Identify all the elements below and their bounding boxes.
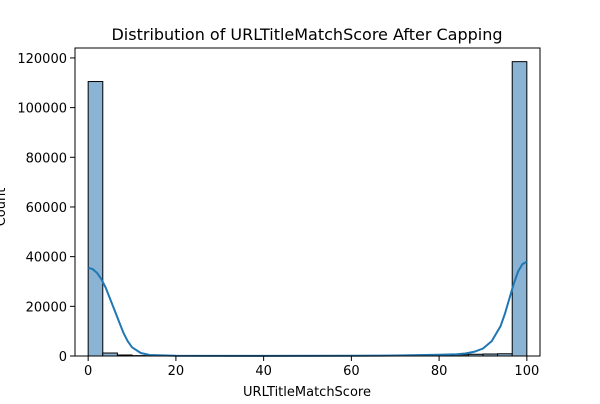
x-axis-ticks: 0 20 40 60 80 100 bbox=[84, 356, 539, 379]
x-tick-label: 0 bbox=[84, 364, 92, 379]
histogram-bars bbox=[88, 62, 527, 356]
plot-frame bbox=[75, 48, 540, 356]
kde-curve-line bbox=[88, 262, 527, 356]
x-tick-label: 60 bbox=[343, 364, 360, 379]
y-axis-label: Count bbox=[0, 188, 9, 227]
y-tick-label: 20000 bbox=[26, 300, 67, 315]
chart-title: Distribution of URLTitleMatchScore After… bbox=[111, 25, 502, 44]
x-tick-label: 80 bbox=[431, 364, 448, 379]
x-tick-label: 40 bbox=[255, 364, 272, 379]
histogram-bar bbox=[512, 62, 527, 356]
x-tick-label: 20 bbox=[168, 364, 185, 379]
y-tick-label: 80000 bbox=[26, 151, 67, 166]
y-tick-label: 120000 bbox=[17, 52, 67, 67]
kde-curve-group bbox=[88, 262, 527, 356]
y-tick-label: 40000 bbox=[26, 251, 67, 266]
x-tick-label: 100 bbox=[514, 364, 539, 379]
y-tick-label: 60000 bbox=[26, 201, 67, 216]
histogram-bar bbox=[88, 82, 103, 356]
y-axis-ticks: 0 20000 40000 60000 80000 100000 120000 bbox=[17, 52, 75, 365]
y-tick-label: 100000 bbox=[17, 102, 67, 117]
y-tick-label: 0 bbox=[59, 350, 67, 365]
x-axis-label: URLTitleMatchScore bbox=[243, 385, 371, 400]
